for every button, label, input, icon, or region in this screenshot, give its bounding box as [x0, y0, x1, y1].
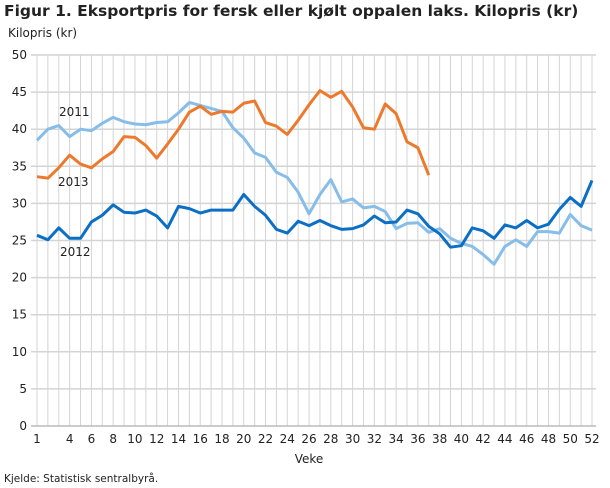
y-axis-label: Kilopris (kr) — [8, 26, 78, 40]
x-tick-label: 14 — [171, 432, 186, 446]
x-tick-label: 36 — [410, 432, 425, 446]
x-tick-label: 24 — [280, 432, 295, 446]
x-tick-label: 50 — [563, 432, 578, 446]
x-tick-label: 4 — [66, 432, 74, 446]
y-tick-label: 0 — [19, 419, 27, 433]
x-tick-label: 18 — [214, 432, 229, 446]
y-tick-label: 30 — [12, 196, 27, 210]
y-tick-label: 50 — [12, 48, 27, 62]
x-tick-label: 42 — [476, 432, 491, 446]
x-tick-label: 10 — [127, 432, 142, 446]
y-tick-label: 45 — [12, 85, 27, 99]
y-tick-label: 15 — [12, 308, 27, 322]
x-tick-label: 48 — [541, 432, 556, 446]
x-tick-label: 32 — [367, 432, 382, 446]
x-tick-label: 8 — [109, 432, 117, 446]
x-tick-label: 30 — [345, 432, 360, 446]
x-tick-label: 6 — [88, 432, 96, 446]
series-label-2011: 2011 — [59, 105, 90, 119]
x-tick-label: 22 — [258, 432, 273, 446]
x-tick-label: 38 — [432, 432, 447, 446]
y-tick-label: 40 — [12, 122, 27, 136]
y-tick-label: 10 — [12, 345, 27, 359]
series-line-2013 — [36, 89, 431, 180]
x-axis-label: Veke — [294, 452, 324, 466]
y-tick-label: 35 — [12, 159, 27, 173]
x-tick-label: 1 — [33, 432, 41, 446]
y-tick-label: 20 — [12, 271, 27, 285]
x-tick-label: 34 — [388, 432, 403, 446]
x-tick-label: 28 — [323, 432, 338, 446]
x-tick-label: 46 — [519, 432, 534, 446]
y-tick-label: 25 — [12, 234, 27, 248]
x-tick-label: 16 — [193, 432, 208, 446]
chart-title: Figur 1. Eksportpris for fersk eller kjø… — [4, 2, 579, 20]
x-tick-label: 12 — [149, 432, 164, 446]
x-tick-label: 52 — [584, 432, 599, 446]
series-line-2011 — [35, 100, 593, 266]
source-note: Kjelde: Statistisk sentralbyrå. — [4, 473, 159, 485]
series-label-2013: 2013 — [58, 175, 89, 189]
series-label-2012: 2012 — [60, 245, 91, 259]
x-tick-label: 26 — [301, 432, 316, 446]
x-tick-label: 20 — [236, 432, 251, 446]
x-tick-label: 44 — [497, 432, 512, 446]
series-line-2012 — [36, 179, 594, 249]
x-tick-label: 40 — [454, 432, 469, 446]
y-tick-label: 5 — [19, 382, 27, 396]
